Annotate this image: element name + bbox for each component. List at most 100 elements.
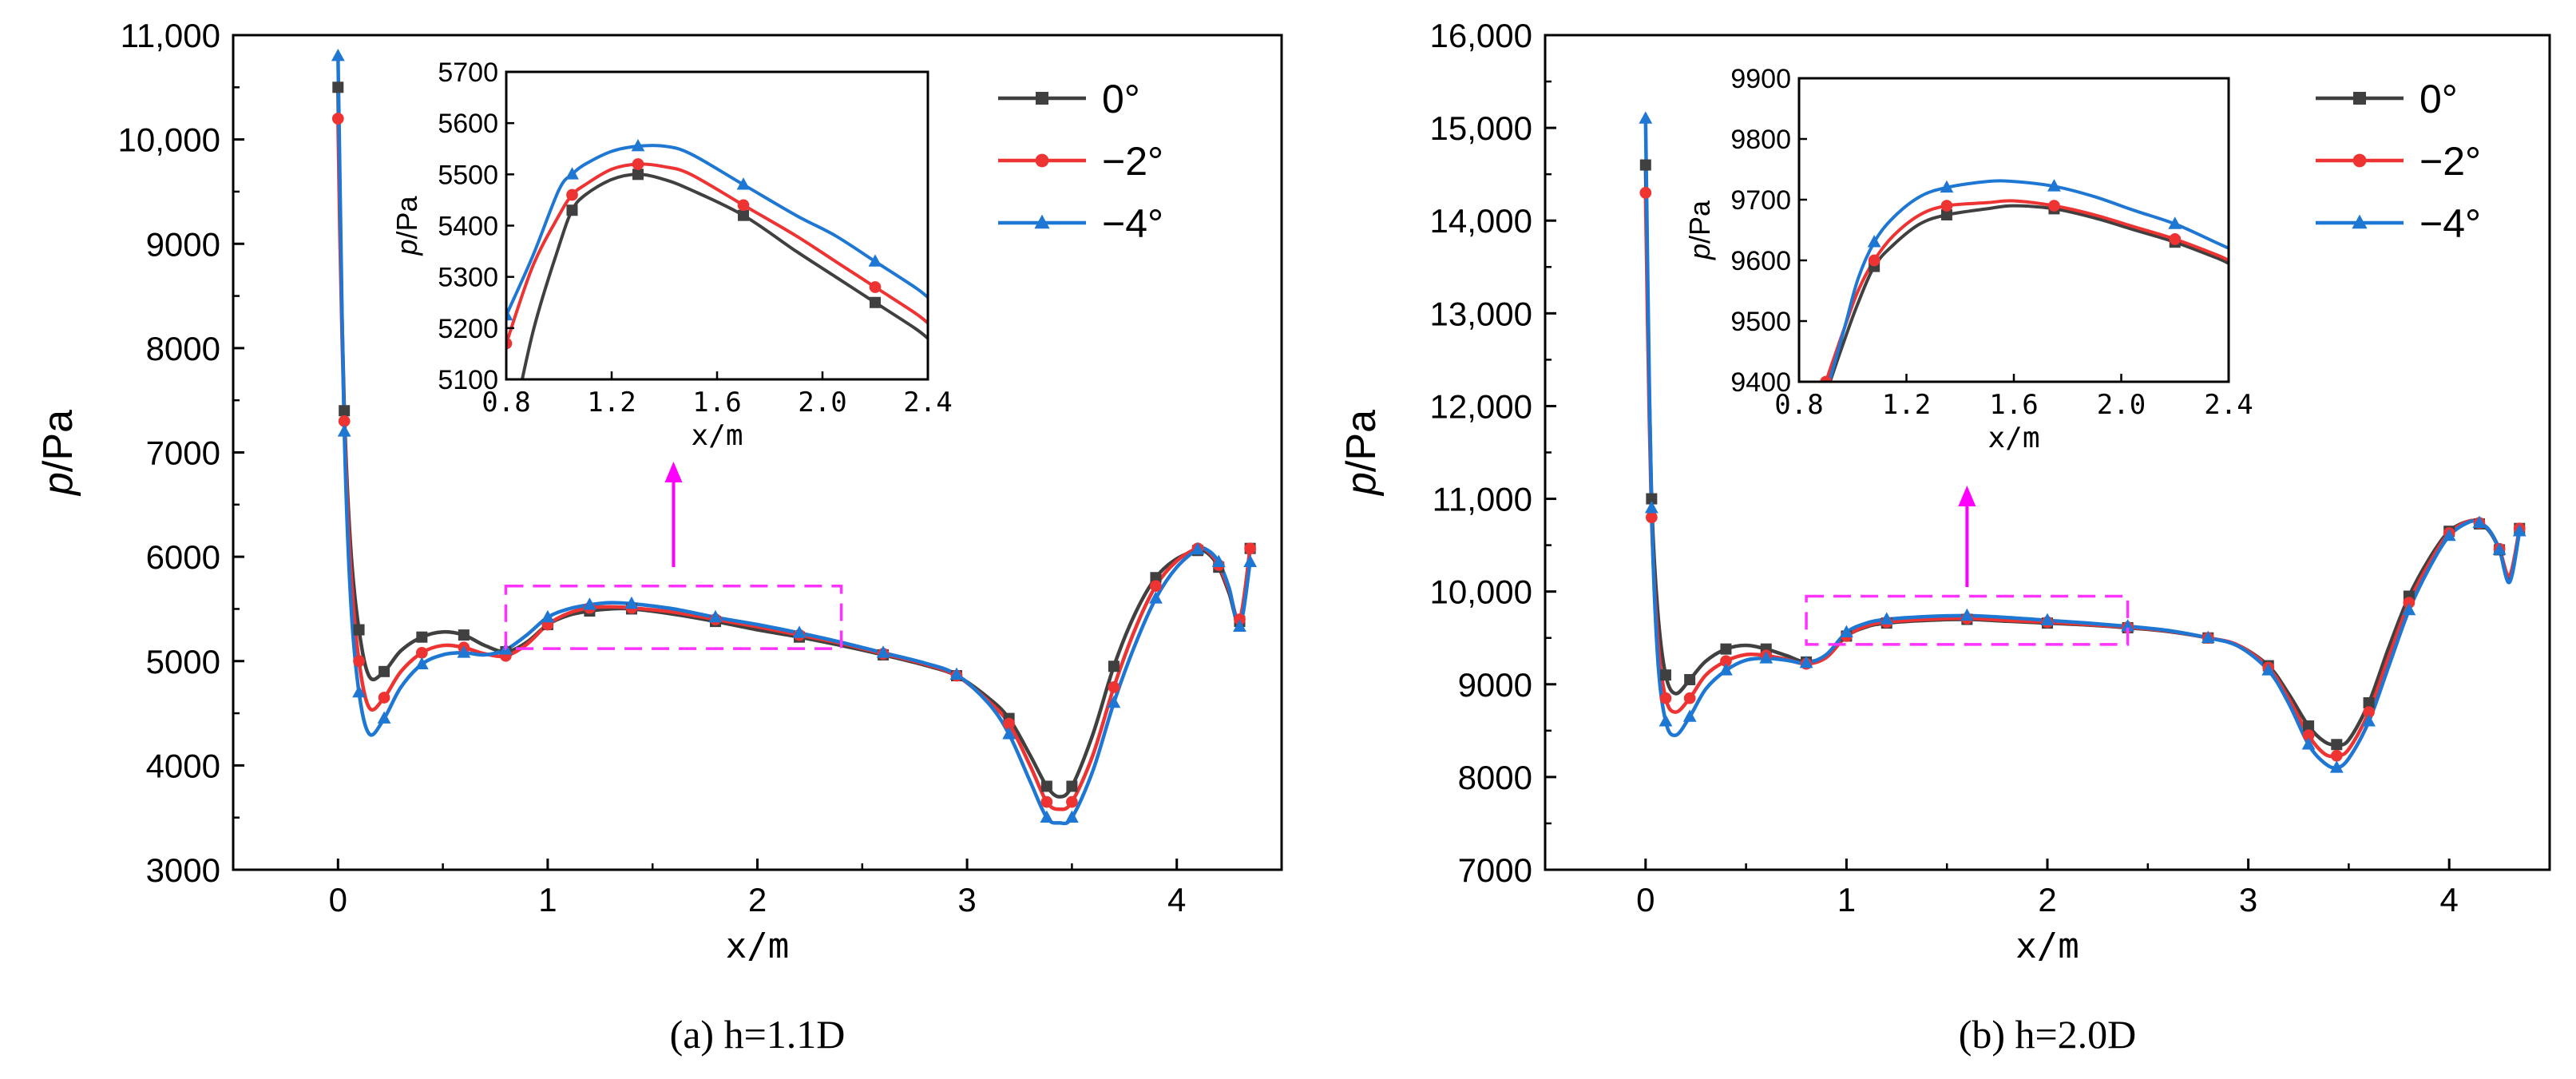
data-point: [2201, 630, 2215, 644]
data-point: [1040, 795, 1053, 808]
inset-data-point: [566, 188, 578, 201]
data-point: [1682, 709, 1697, 722]
series-line-2: [336, 118, 1252, 811]
legend-marker-2: [1035, 153, 1049, 168]
inset-data-point: [738, 209, 749, 221]
inset-background: [1799, 78, 2229, 382]
inset-data-point: [1868, 254, 1880, 267]
data-point: [458, 629, 470, 641]
data-point: [1799, 655, 1813, 668]
data-point: [1683, 692, 1696, 704]
data-point: [1108, 681, 1120, 693]
inset-data-point: [566, 204, 578, 216]
y-axis-label-symbol: p: [35, 472, 81, 497]
x-tick-label: 1: [1837, 881, 1856, 918]
data-point: [1659, 714, 1673, 727]
data-point: [541, 609, 555, 623]
data-point: [949, 667, 964, 680]
inset-data-point: [506, 307, 513, 321]
data-point: [353, 624, 365, 636]
x-tick-label: 4: [1167, 881, 1186, 918]
data-point: [377, 711, 391, 724]
inset-chart: 9400 9500 9600 9700 9800 9900 0.8 1.2 1.6 2.0 2.4 x…: [1683, 64, 2253, 454]
data-point: [2442, 528, 2456, 541]
data-point: [1066, 780, 1078, 792]
data-point: [2492, 542, 2507, 555]
inset-data-point: [736, 177, 751, 190]
inset-data-point: [632, 158, 644, 170]
data-point: [1065, 810, 1079, 823]
data-point: [2301, 737, 2316, 750]
data-point: [337, 424, 351, 437]
data-point: [1719, 663, 1733, 676]
legend: 0° −2° −4°: [2316, 77, 2481, 246]
y-axis-label: p/Pa: [1338, 410, 1385, 497]
inset-y-tick-label: 5200: [438, 314, 498, 344]
inset-y-tick-label: 9800: [1730, 125, 1791, 155]
inset-y-tick-label: 5300: [438, 263, 498, 293]
inset-y-tick-label: 9900: [1730, 64, 1791, 94]
y-tick-label: 7000: [1458, 851, 1532, 889]
data-point: [2040, 613, 2055, 625]
y-tick-label: 16,000: [1430, 17, 1532, 54]
inset-x-tick-label: 2.0: [798, 387, 846, 419]
legend-marker-1: [2353, 92, 2366, 105]
y-tick-label: 9000: [146, 225, 220, 263]
inset-data-point: [737, 199, 750, 212]
data-point: [1108, 660, 1120, 672]
data-point: [1211, 554, 1226, 567]
highlight-region: [1805, 594, 2130, 646]
legend-marker-3: [2352, 214, 2368, 229]
inset-data-point: [2169, 233, 2182, 245]
inset-x-tick-label: 2.0: [2097, 389, 2146, 421]
data-point: [353, 655, 365, 668]
legend-marker-2: [2352, 153, 2367, 168]
inset-y-tick-label: 5100: [438, 365, 498, 395]
inset-data-point: [1867, 235, 1881, 248]
data-point: [2362, 714, 2376, 727]
inset-y-axis-label: p/Pa: [390, 195, 423, 256]
data-point: [1002, 727, 1017, 740]
legend: 0° −2° −4°: [998, 77, 1163, 246]
data-point: [1639, 187, 1652, 199]
data-point: [583, 597, 596, 610]
x-tick-label: 2: [2038, 881, 2056, 918]
x-tick-label: 1: [538, 881, 557, 918]
x-tick-label: 0: [1636, 881, 1655, 918]
inset-x-tick-label: 1.2: [1882, 389, 1931, 421]
data-point: [1040, 810, 1054, 823]
data-point: [1644, 501, 1659, 514]
inset-chart: 5100 5200 5300 5400 5500 5600 5700 0.8 1.2 1.6 2.0…: [390, 58, 953, 452]
inset-background: [506, 72, 928, 379]
y-tick-label: 6000: [146, 538, 220, 576]
inset-data-point: [2048, 200, 2060, 212]
inset-x-tick-label: 0.8: [482, 387, 530, 419]
data-point: [414, 657, 429, 669]
legend-marker-1: [1036, 92, 1048, 105]
inset-x-axis-label: x/m: [691, 419, 743, 452]
y-tick-label: 13,000: [1430, 295, 1532, 332]
legend-label-2: −2°: [2419, 139, 2481, 184]
inset-x-tick-label: 1.6: [692, 387, 741, 419]
inset-y-tick-label: 9400: [1730, 367, 1791, 398]
data-point: [1720, 655, 1732, 668]
inset-series-line-1: [1828, 204, 2229, 382]
data-point: [1243, 554, 1258, 567]
y-tick-label: 4000: [146, 747, 220, 784]
data-point: [708, 609, 723, 623]
inset-data-point: [506, 337, 513, 350]
data-point: [1684, 673, 1696, 685]
y-tick-label: 10,000: [118, 121, 220, 159]
chart-panel-1: 3000 4000 5000 6000 7000 8000 9000 10,000 11,000…: [35, 17, 1283, 1057]
inset-series-line-2: [1824, 199, 2229, 382]
data-point: [415, 646, 428, 659]
inset-data-point: [869, 281, 882, 293]
data-point: [1840, 625, 1853, 638]
data-point: [2403, 597, 2415, 609]
data-point: [1659, 669, 1671, 681]
data-point: [2261, 663, 2276, 676]
data-point: [1659, 692, 1672, 704]
y-tick-label: 9000: [1458, 666, 1532, 704]
figure-caption: (a) h=1.1D: [670, 1012, 846, 1057]
